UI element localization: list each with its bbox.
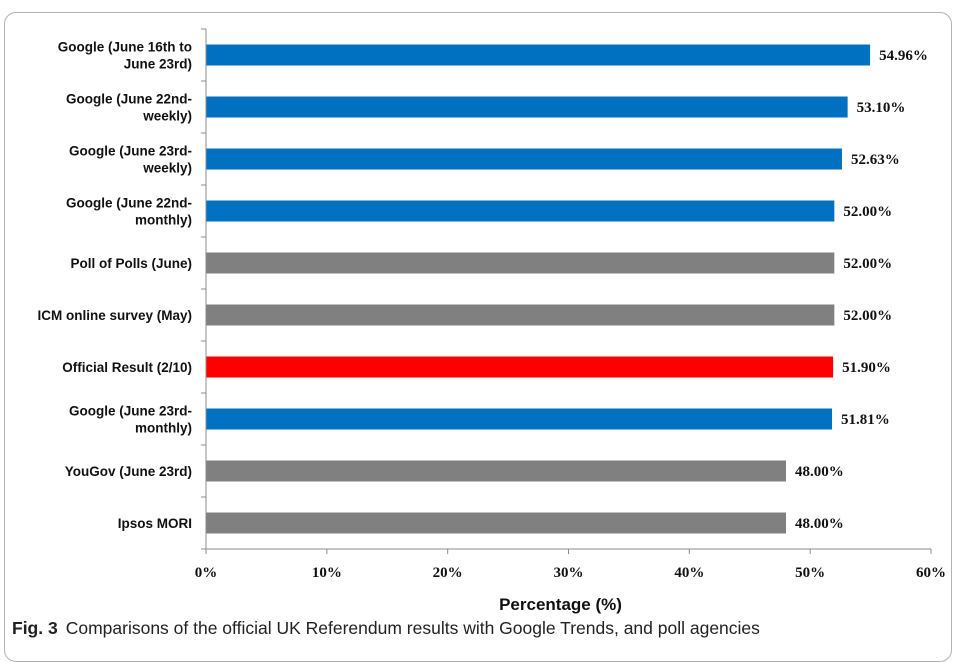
value-labels-group: 54.96% 53.10% 52.63% 52.00% 52.00% 52.00% 51.9… [795,48,928,532]
category-label: Google (June 23rd-monthly) [69,404,192,436]
category-label: Google (June 22nd-monthly) [66,196,192,228]
category-label: ICM online survey (May) [37,308,192,323]
bars-group [206,44,871,534]
bar [206,356,834,378]
category-label: Google (June 16th to June 23rd) [58,40,192,72]
figure-caption: Fig. 3 Comparisons of the official UK Ref… [12,618,948,639]
bar [206,200,835,222]
x-axis-title: Percentage (%) [499,595,622,614]
x-tick-label: 0% [195,565,218,581]
data-label: 52.00% [843,204,892,220]
category-label: Google (June 22nd-weekly) [66,92,192,124]
data-label: 52.00% [843,308,892,324]
data-label: 51.90% [842,360,891,376]
bar [206,460,786,482]
x-tick-label: 40% [674,565,704,581]
category-label: Google (June 23rd-weekly) [69,144,192,176]
category-labels-group: Google (June 16th to June 23rd) Google (Ju… [37,40,192,532]
category-label: Official Result (2/10) [62,360,192,375]
data-label: 48.00% [795,516,844,532]
bar [206,44,871,66]
bar [206,408,833,430]
figure-frame [4,12,952,662]
data-label: 52.00% [843,256,892,272]
data-label: 52.63% [851,152,900,168]
x-tick-label: 20% [433,565,463,581]
axes-group [201,28,932,554]
data-label: 51.81% [841,412,890,428]
category-label: YouGov (June 23rd) [65,464,192,479]
x-tick-label: 50% [795,565,825,581]
caption-text: Comparisons of the official UK Referendu… [65,618,760,638]
bar [206,512,786,534]
x-tick-label: 30% [554,565,584,581]
bar [206,148,842,170]
data-label: 54.96% [879,48,928,64]
x-tick-label: 10% [312,565,342,581]
tick-labels-group: 0% 10% 20% 30% 40% 50% 60% [195,565,946,581]
data-label: 48.00% [795,464,844,480]
bar [206,252,835,274]
category-label: Ipsos MORI [118,516,192,531]
figure-label: Fig. 3 [12,618,58,638]
data-label: 53.10% [857,100,906,116]
category-label: Poll of Polls (June) [70,256,192,271]
bar [206,304,835,326]
bar [206,96,848,118]
x-tick-label: 60% [916,565,946,581]
